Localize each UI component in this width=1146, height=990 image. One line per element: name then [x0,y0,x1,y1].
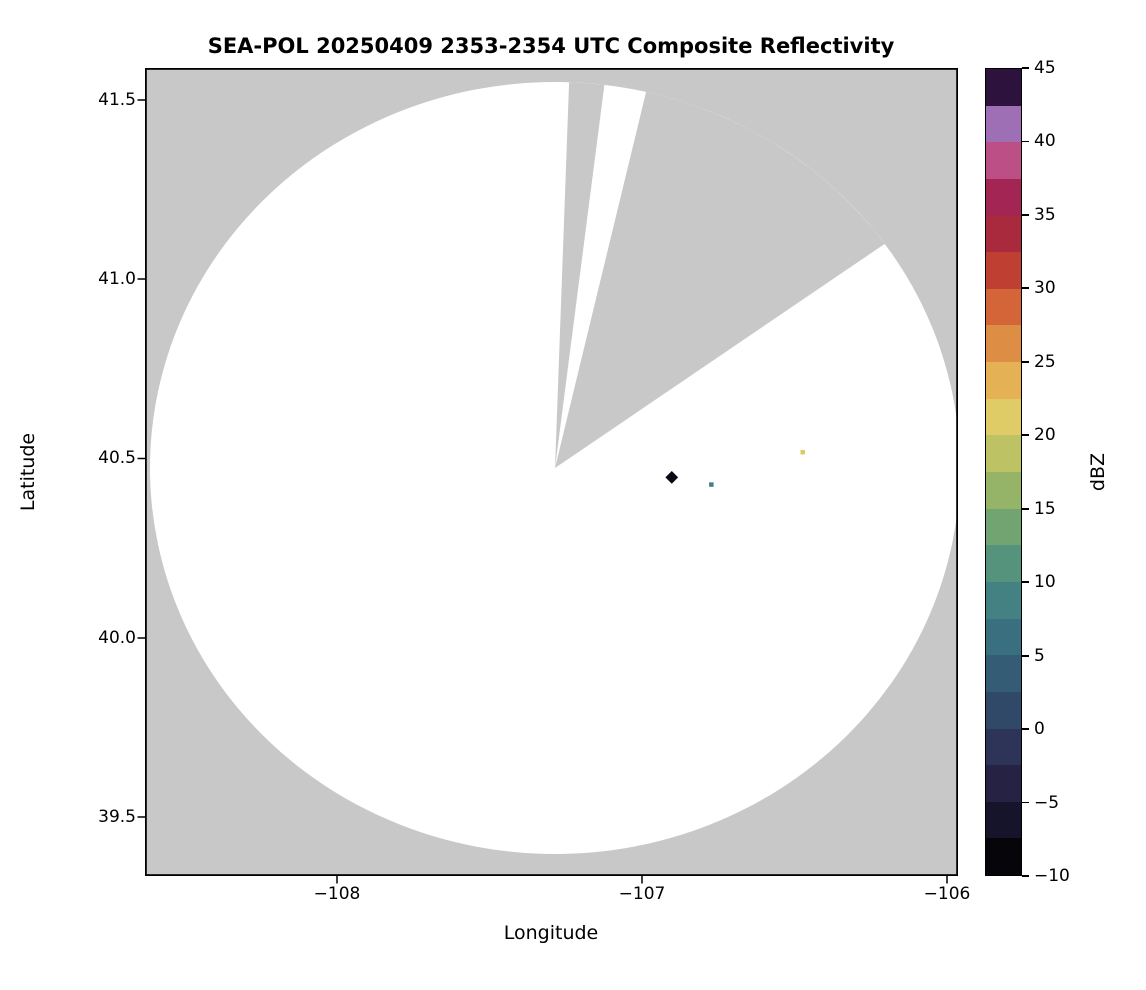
colorbar-tick [1022,434,1029,437]
colorbar-segment [986,545,1021,582]
colorbar-segment [986,838,1021,876]
colorbar-segment [986,691,1021,729]
colorbar [985,68,1022,876]
echo-marker [800,449,805,455]
colorbar-tick [1022,728,1029,730]
blocked-sector-wide [555,91,885,469]
colorbar-tick [1022,654,1029,657]
colorbar-tick [1022,360,1029,363]
colorbar-tick-label: 45 [1034,58,1056,78]
axis-ticks [137,99,948,884]
y-axis-label: Latitude [17,432,39,512]
colorbar-tick-label: 15 [1034,498,1056,519]
colorbar-segment [986,435,1021,473]
colorbar-tick [1022,875,1029,877]
plot-area [137,67,959,884]
colorbar-tick-label: 0 [1034,719,1045,740]
colorbar-tick [1022,287,1029,290]
x-tick-label: −107 [618,884,666,904]
colorbar-tick-label: 5 [1034,645,1045,666]
colorbar-segment [986,288,1021,326]
colorbar-tick-label: −10 [1034,866,1070,886]
colorbar-segment [986,252,1021,289]
y-tick-label: 40.5 [98,448,136,468]
echo-marker [709,482,714,487]
colorbar-segment [986,472,1021,509]
x-tick-label: −106 [923,884,971,904]
y-tick-label: 41.0 [98,269,136,289]
colorbar-segment [986,142,1021,179]
blocked-sector-narrow [555,82,605,468]
colorbar-segment [986,655,1021,692]
colorbar-tick [1022,67,1029,69]
colorbar-tick-label: 10 [1034,572,1056,593]
colorbar-segment [986,801,1021,839]
colorbar-label: dBZ [1087,452,1109,492]
y-tick-label: 40.0 [98,628,136,648]
x-axis-label: Longitude [503,922,599,944]
colorbar-tick-label: 35 [1034,204,1056,225]
colorbar-segment [986,215,1021,253]
colorbar-tick [1022,801,1029,804]
colorbar-tick-label: 40 [1034,131,1056,152]
colorbar-segment [986,618,1021,656]
chart-title: SEA-POL 20250409 2353-2354 UTC Composite… [207,34,895,58]
colorbar-segment [986,325,1021,363]
colorbar-tick-label: 30 [1034,278,1056,299]
colorbar-segment [986,765,1021,802]
colorbar-segment [986,69,1021,106]
colorbar-tick-label: −5 [1034,792,1060,813]
plot-spine [144,67,959,877]
colorbar-segment [986,178,1021,216]
colorbar-tick [1022,214,1029,216]
colorbar-tick [1022,507,1029,510]
colorbar-segment [986,362,1021,399]
colorbar-segment [986,105,1021,143]
colorbar-segment [986,581,1021,619]
y-tick-label: 39.5 [98,807,136,827]
colorbar-segment [986,728,1021,766]
colorbar-segment [986,508,1021,546]
colorbar-tick-label: 25 [1034,351,1056,372]
y-tick-label: 41.5 [98,90,136,110]
colorbar-tick [1022,581,1029,584]
x-tick-label: −108 [313,884,361,904]
colorbar-tick-label: 20 [1034,425,1056,446]
colorbar-segment [986,398,1021,436]
colorbar-tick [1022,140,1029,143]
